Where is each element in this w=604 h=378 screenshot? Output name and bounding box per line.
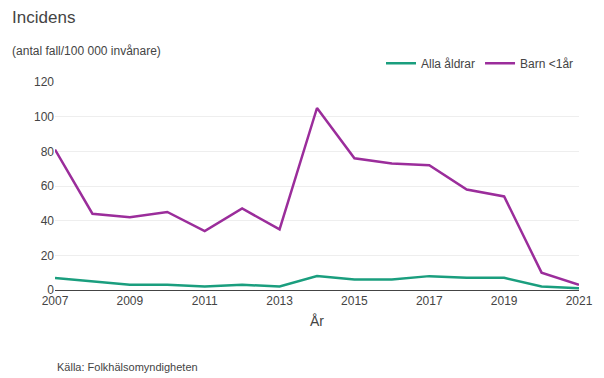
svg-text:Incidens: Incidens [12,8,75,27]
svg-text:2011: 2011 [192,294,218,308]
svg-text:Barn <1år: Barn <1år [520,57,573,71]
svg-text:2015: 2015 [341,294,368,308]
svg-text:2019: 2019 [491,294,518,308]
svg-text:(antal fall/100 000 invånare): (antal fall/100 000 invånare) [12,44,161,58]
svg-text:2017: 2017 [416,294,443,308]
svg-text:2021: 2021 [566,294,593,308]
svg-text:80: 80 [41,145,55,159]
svg-text:Källa: Folkhälsomyndigheten: Källa: Folkhälsomyndigheten [57,361,198,373]
svg-text:2009: 2009 [117,294,144,308]
svg-text:20: 20 [41,249,55,263]
svg-text:2013: 2013 [266,294,293,308]
svg-text:2007: 2007 [42,294,69,308]
svg-text:40: 40 [41,214,55,228]
svg-text:120: 120 [34,75,54,89]
svg-text:0: 0 [47,283,54,297]
svg-text:År: År [310,313,324,329]
svg-text:100: 100 [34,110,54,124]
svg-text:60: 60 [41,179,55,193]
svg-text:Alla åldrar: Alla åldrar [421,57,475,71]
